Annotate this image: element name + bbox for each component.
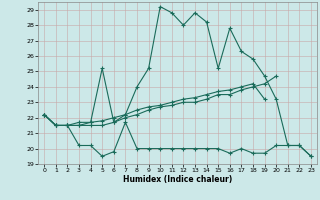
X-axis label: Humidex (Indice chaleur): Humidex (Indice chaleur) [123, 175, 232, 184]
